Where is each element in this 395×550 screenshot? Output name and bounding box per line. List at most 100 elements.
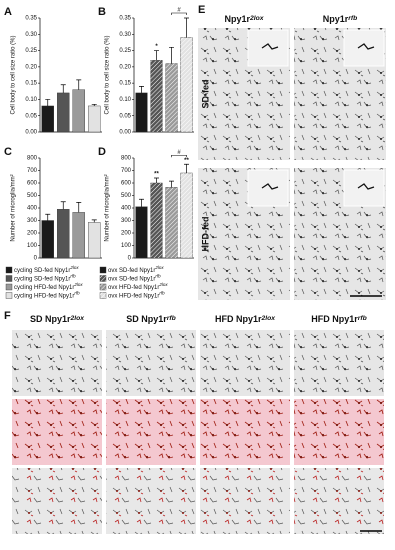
y-tick-label: 0.20	[25, 64, 37, 70]
legend-swatch	[5, 266, 13, 274]
column-header-sup: rfb	[358, 315, 367, 322]
column-header-sup: rfb	[167, 315, 176, 322]
bar	[57, 92, 70, 133]
legend-label-main: cycling HFD-fed Npy1r	[14, 285, 74, 291]
legend-label-main: cycling SD-fed Npy1r	[14, 268, 70, 274]
legend-label-main: ovx SD-fed Npy1r	[108, 268, 155, 274]
bar	[41, 220, 54, 259]
error-bar	[184, 163, 189, 173]
micrograph	[106, 399, 196, 465]
legend-label-main: ovx HFD-fed Npy1r	[108, 293, 159, 299]
bar	[41, 105, 54, 133]
legend-swatch	[5, 275, 13, 282]
column-header: SD Npy1r2lox	[30, 314, 84, 324]
row-label: HFD-fed	[200, 217, 210, 252]
column-header-main: HFD Npy1r	[215, 314, 262, 324]
column-header: HFD Npy1r2lox	[215, 314, 275, 324]
legend-hatch	[100, 284, 106, 290]
micrograph	[12, 468, 102, 534]
bar	[135, 92, 148, 133]
error-bar	[184, 17, 189, 38]
legend-label-sup: rfb	[74, 291, 80, 296]
legend-label: cycling SD-fed Npy1rrfb	[14, 274, 76, 282]
legend-label: cycling HFD-fed Npy1r2lox	[14, 282, 83, 290]
inset	[247, 169, 289, 207]
legend-hatch	[100, 292, 106, 299]
y-axis-label: Number of microglia/mm²	[11, 174, 17, 241]
bar-hatch	[150, 183, 163, 258]
panel-label: F	[4, 310, 11, 322]
legend-label: cycling HFD-fed Npy1rrfb	[14, 291, 80, 299]
bar	[88, 222, 101, 259]
y-tick-label: 0.15	[25, 81, 37, 87]
y-tick-label: 800	[27, 156, 38, 162]
legend-label-main: cycling HFD-fed Npy1r	[14, 293, 74, 299]
panel-label: E	[198, 4, 205, 16]
legend-label-main: ovx SD-fed Npy1r	[108, 276, 155, 282]
annotation: **	[184, 158, 189, 164]
y-tick-label: 0.35	[25, 16, 37, 22]
y-tick-label: 200	[121, 231, 132, 237]
row-label: SD-fed	[200, 80, 210, 109]
error-bar	[60, 201, 66, 210]
column-header-sup: 2lox	[249, 15, 264, 22]
y-tick-label: 0.25	[25, 48, 37, 54]
error-bar	[76, 79, 82, 90]
legend-label-main: ovx HFD-fed Npy1r	[108, 285, 159, 291]
error-bar	[91, 219, 97, 223]
y-tick-label: 600	[27, 181, 38, 187]
column-header-main: SD Npy1r	[126, 314, 167, 324]
inset	[343, 29, 385, 67]
bar	[135, 206, 148, 259]
y-tick-label: 0.30	[25, 32, 37, 38]
annotation: **	[154, 172, 159, 178]
column-header-main: SD Npy1r	[30, 314, 71, 324]
panel-label: C	[4, 146, 12, 158]
legend-label: ovx SD-fed Npy1rrfb	[108, 274, 161, 282]
bar	[57, 209, 70, 259]
legend-hatch	[100, 275, 106, 282]
y-tick-label: 300	[121, 218, 132, 224]
bar	[72, 212, 85, 259]
column-header-sup: 2lox	[261, 315, 276, 322]
y-tick-label: 0	[128, 256, 132, 262]
column-header-main: HFD Npy1r	[311, 314, 358, 324]
y-tick-label: 0.10	[25, 97, 37, 103]
column-header: Npy1rrfb	[323, 14, 358, 24]
legend-label: ovx SD-fed Npy1r2lox	[108, 265, 164, 273]
bar-hatch	[165, 187, 178, 258]
y-tick-label: 300	[27, 218, 38, 224]
y-tick-label: 0.00	[119, 130, 131, 136]
micrographs	[198, 28, 386, 300]
micrograph	[106, 330, 196, 396]
legend-swatch	[5, 283, 13, 291]
y-tick-label: 500	[121, 193, 132, 199]
column-header: HFD Npy1rrfb	[311, 314, 367, 324]
legend-swatch	[99, 266, 107, 274]
panel-label: D	[98, 146, 106, 158]
inset	[247, 29, 289, 67]
legend-label: ovx HFD-fed Npy1r2lox	[108, 282, 168, 290]
inset-cell	[261, 43, 375, 190]
y-tick-label: 200	[27, 231, 38, 237]
annotation: #	[177, 8, 181, 14]
legend-label-sup: 2lox	[158, 282, 168, 287]
y-tick-label: 0.05	[25, 113, 37, 119]
micrograph	[106, 468, 196, 534]
micrograph	[200, 330, 290, 396]
y-tick-label: 0.15	[119, 81, 131, 87]
y-tick-label: 0.20	[119, 64, 131, 70]
error-bar	[45, 99, 51, 106]
panel-label: A	[4, 6, 12, 18]
column-header: Npy1r2lox	[224, 14, 263, 24]
error-bar	[169, 180, 174, 188]
panel-label: B	[98, 6, 106, 18]
micrograph	[294, 399, 384, 465]
legend-label-sup: 2lox	[69, 265, 79, 270]
bracket	[171, 154, 187, 158]
bar	[88, 105, 101, 133]
error-bar	[139, 86, 144, 93]
column-header-sup: rfb	[348, 15, 357, 22]
y-tick-label: 0.35	[119, 16, 131, 22]
